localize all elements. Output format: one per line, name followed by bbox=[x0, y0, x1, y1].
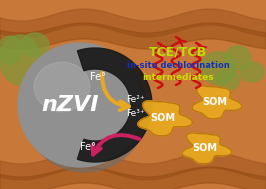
Polygon shape bbox=[192, 86, 242, 119]
Polygon shape bbox=[0, 152, 266, 180]
Text: intermediates: intermediates bbox=[142, 74, 214, 83]
Text: Fe°: Fe° bbox=[90, 72, 106, 82]
Circle shape bbox=[23, 48, 147, 172]
Ellipse shape bbox=[0, 35, 40, 85]
Polygon shape bbox=[138, 101, 192, 136]
Text: SOM: SOM bbox=[202, 97, 227, 107]
Ellipse shape bbox=[0, 36, 22, 64]
Ellipse shape bbox=[31, 60, 59, 84]
Text: TCE/TCB: TCE/TCB bbox=[149, 46, 207, 59]
Text: SOM: SOM bbox=[151, 113, 176, 123]
Ellipse shape bbox=[21, 33, 49, 57]
Text: Fe²⁺: Fe²⁺ bbox=[126, 95, 144, 105]
Ellipse shape bbox=[225, 46, 251, 70]
Ellipse shape bbox=[240, 62, 264, 82]
Ellipse shape bbox=[34, 62, 90, 112]
Ellipse shape bbox=[200, 52, 236, 84]
Text: SOM: SOM bbox=[193, 143, 218, 153]
Polygon shape bbox=[77, 48, 152, 162]
Text: Fe°: Fe° bbox=[80, 142, 96, 152]
Polygon shape bbox=[182, 133, 232, 164]
Polygon shape bbox=[0, 9, 266, 37]
Text: Fe³⁺: Fe³⁺ bbox=[126, 108, 144, 118]
Text: in-situ dechlorination: in-situ dechlorination bbox=[127, 60, 229, 70]
Text: nZVI: nZVI bbox=[41, 95, 99, 115]
Polygon shape bbox=[0, 23, 266, 49]
Ellipse shape bbox=[216, 70, 240, 90]
Polygon shape bbox=[0, 167, 266, 189]
Circle shape bbox=[18, 43, 142, 167]
